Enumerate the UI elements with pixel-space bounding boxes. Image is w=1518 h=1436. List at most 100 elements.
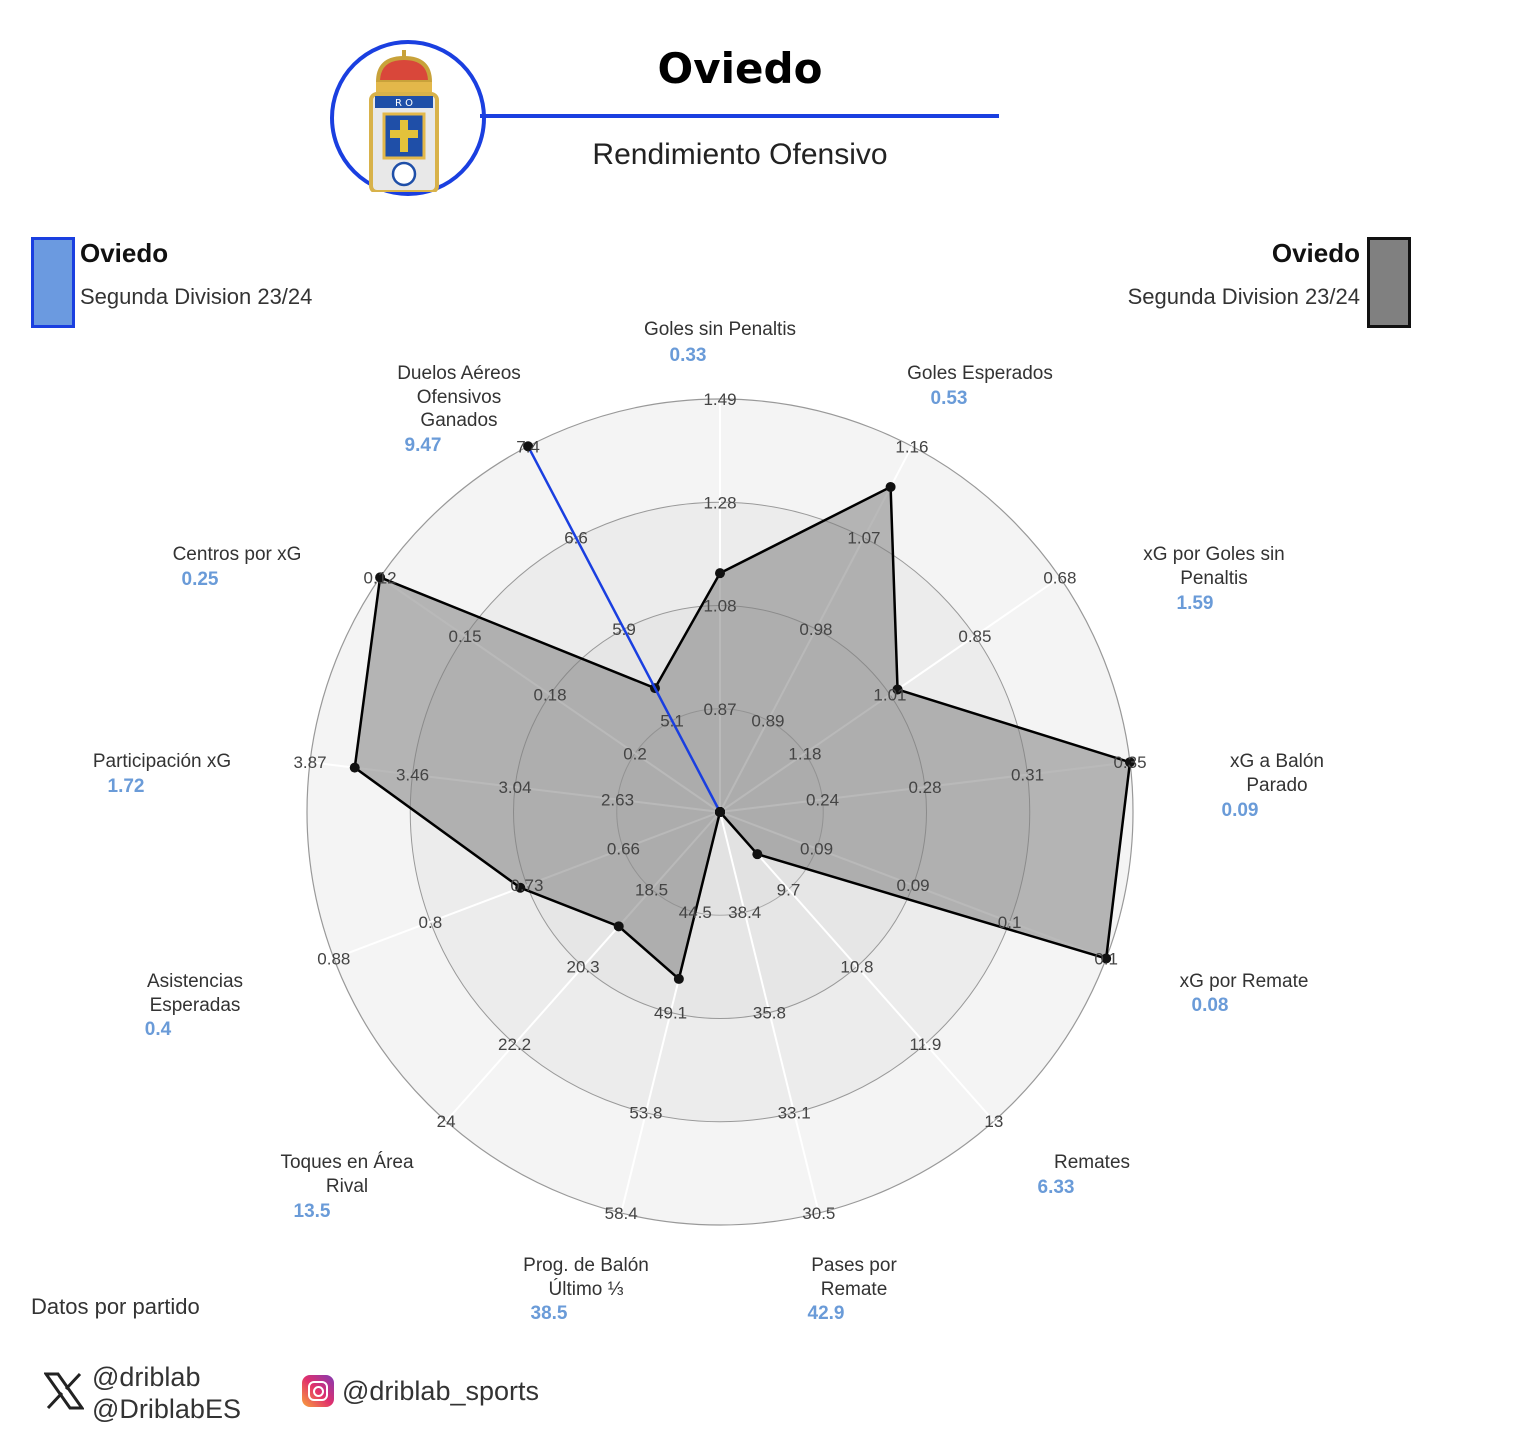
tick-label: 1.01 (873, 686, 906, 705)
data-point (715, 568, 725, 579)
axis-value-label: 0.25 (181, 569, 219, 590)
tick-label: 33.1 (778, 1104, 811, 1123)
x-handle[interactable]: @driblab (92, 1362, 201, 1392)
axis-label-line: Parado (1246, 774, 1308, 796)
tick-label: 2.63 (601, 791, 634, 810)
axis-label-line: Asistencias (146, 971, 244, 992)
tick-label: 6.6 (564, 529, 588, 548)
axis-value-label: 1.59 (1176, 593, 1214, 614)
axis-label: Participación xG (93, 750, 231, 774)
axis-label: Duelos Aéreos Ofensivos Ganados (397, 362, 521, 433)
axis-label-line: Remates (1053, 1152, 1131, 1173)
tick-label: 35.8 (753, 1003, 786, 1022)
axis-spoke (719, 811, 820, 1214)
axis-label-line: Duelos Aéreos (397, 363, 521, 384)
axis-value-label: 9.47 (404, 435, 442, 456)
tick-label: 49.1 (654, 1003, 687, 1022)
tick-label: 0.66 (607, 840, 640, 859)
axis-value-label: 42.9 (807, 1303, 845, 1324)
axis-label: Remates (1054, 1151, 1130, 1175)
tick-label: 5.9 (612, 620, 636, 639)
axis-spoke (719, 811, 995, 1122)
tick-label: 0.68 (1043, 568, 1076, 587)
axis-label: Prog. de Balón Último ⅓ (523, 1254, 649, 1301)
axis-label-line: Centros por xG (172, 544, 302, 565)
axis-label-line: xG por Goles sin (1143, 544, 1285, 565)
tick-label: 0.18 (534, 686, 567, 705)
tick-label: 7.4 (516, 437, 540, 456)
axis-label-line: Remate (820, 1278, 888, 1300)
axis-label-line: Participación xG (92, 751, 232, 772)
data-point (349, 762, 360, 773)
axis-value-label: 0.33 (669, 345, 707, 366)
axis-label: Centros por xG (173, 543, 302, 567)
legend-left-swatch (31, 237, 75, 328)
axis-label: xG por Goles sin Penaltis (1143, 543, 1285, 590)
legend-left-name: Oviedo (80, 238, 169, 268)
tick-label: 10.8 (840, 958, 873, 977)
axis-value-label: 0.08 (1191, 995, 1229, 1016)
x-handle-es[interactable]: @DriblabES (92, 1394, 241, 1424)
page-title: Oviedo (657, 44, 823, 93)
axis-value-label: 0.09 (1221, 800, 1259, 821)
club-crest-logo: R O (330, 40, 486, 196)
axis-label: xG por Remate (1180, 970, 1309, 994)
axis-label-line: Rival (325, 1175, 369, 1197)
data-point (1101, 953, 1112, 964)
tick-label: 30.5 (802, 1204, 835, 1223)
title-divider (480, 114, 999, 118)
crest-icon: R O (369, 50, 439, 194)
tick-label: 0.98 (799, 620, 832, 639)
tick-label: 0.28 (908, 778, 941, 797)
tick-label: 5.1 (660, 712, 684, 731)
tick-label: 1.08 (703, 597, 736, 616)
axis-label: xG a Balón Parado (1230, 750, 1324, 797)
axis-label-line: Penaltis (1180, 567, 1248, 589)
legend-right-competition: Segunda Division 23/24 (1127, 284, 1360, 309)
tick-label: 0.09 (897, 876, 930, 895)
axis-value-label: 38.5 (530, 1303, 568, 1324)
tick-label: 0.09 (800, 840, 833, 859)
tick-label: 1.18 (788, 744, 821, 763)
data-point (375, 572, 386, 583)
tick-label: 58.4 (605, 1204, 638, 1223)
tick-label: 11.9 (909, 1035, 941, 1054)
page-subtitle: Rendimiento Ofensivo (592, 138, 888, 171)
axis-value-label: 6.33 (1037, 1177, 1075, 1198)
axis-label-line: xG a Balón (1230, 751, 1324, 772)
tick-label: 53.8 (629, 1104, 662, 1123)
crest-text: R O (395, 98, 413, 109)
tick-label: 1.28 (703, 493, 736, 512)
tick-label: 3.04 (498, 778, 531, 797)
tick-label: 0.8 (419, 913, 443, 932)
instagram-handle[interactable]: @driblab_sports (342, 1376, 540, 1406)
tick-label: 0.89 (751, 712, 784, 731)
tick-label: 0.15 (449, 627, 482, 646)
legend-right-name: Oviedo (1271, 238, 1360, 268)
axis-label: Pases por Remate (811, 1254, 897, 1301)
axis-label: Toques en Área Rival (280, 1151, 413, 1198)
data-point (885, 481, 896, 492)
axis-label-line: Goles Esperados (907, 363, 1053, 384)
data-point (523, 441, 534, 452)
data-point (752, 849, 763, 860)
axis-label-line: xG por Remate (1179, 971, 1309, 992)
axis-label: Asistencias Esperadas (147, 970, 243, 1017)
tick-label: 0.87 (703, 700, 736, 719)
axis-label-line: Pases por (811, 1255, 897, 1276)
instagram-icon (302, 1375, 334, 1407)
tick-label: 38.4 (728, 903, 761, 922)
x-logo-icon (43, 1372, 85, 1415)
axis-label-line: Ganados (420, 410, 498, 431)
axis-value-label: 0.4 (144, 1019, 172, 1040)
tick-label: 3.46 (396, 766, 429, 785)
axis-label: Goles Esperados (907, 362, 1053, 386)
footer-note: Datos por partido (31, 1294, 200, 1319)
tick-label: 18.5 (635, 880, 668, 899)
series-polygon (353, 484, 1132, 982)
tick-label: 22.2 (498, 1035, 531, 1054)
data-point (515, 882, 526, 893)
tick-label: 44.5 (679, 903, 712, 922)
tick-label: 13 (984, 1112, 1003, 1131)
